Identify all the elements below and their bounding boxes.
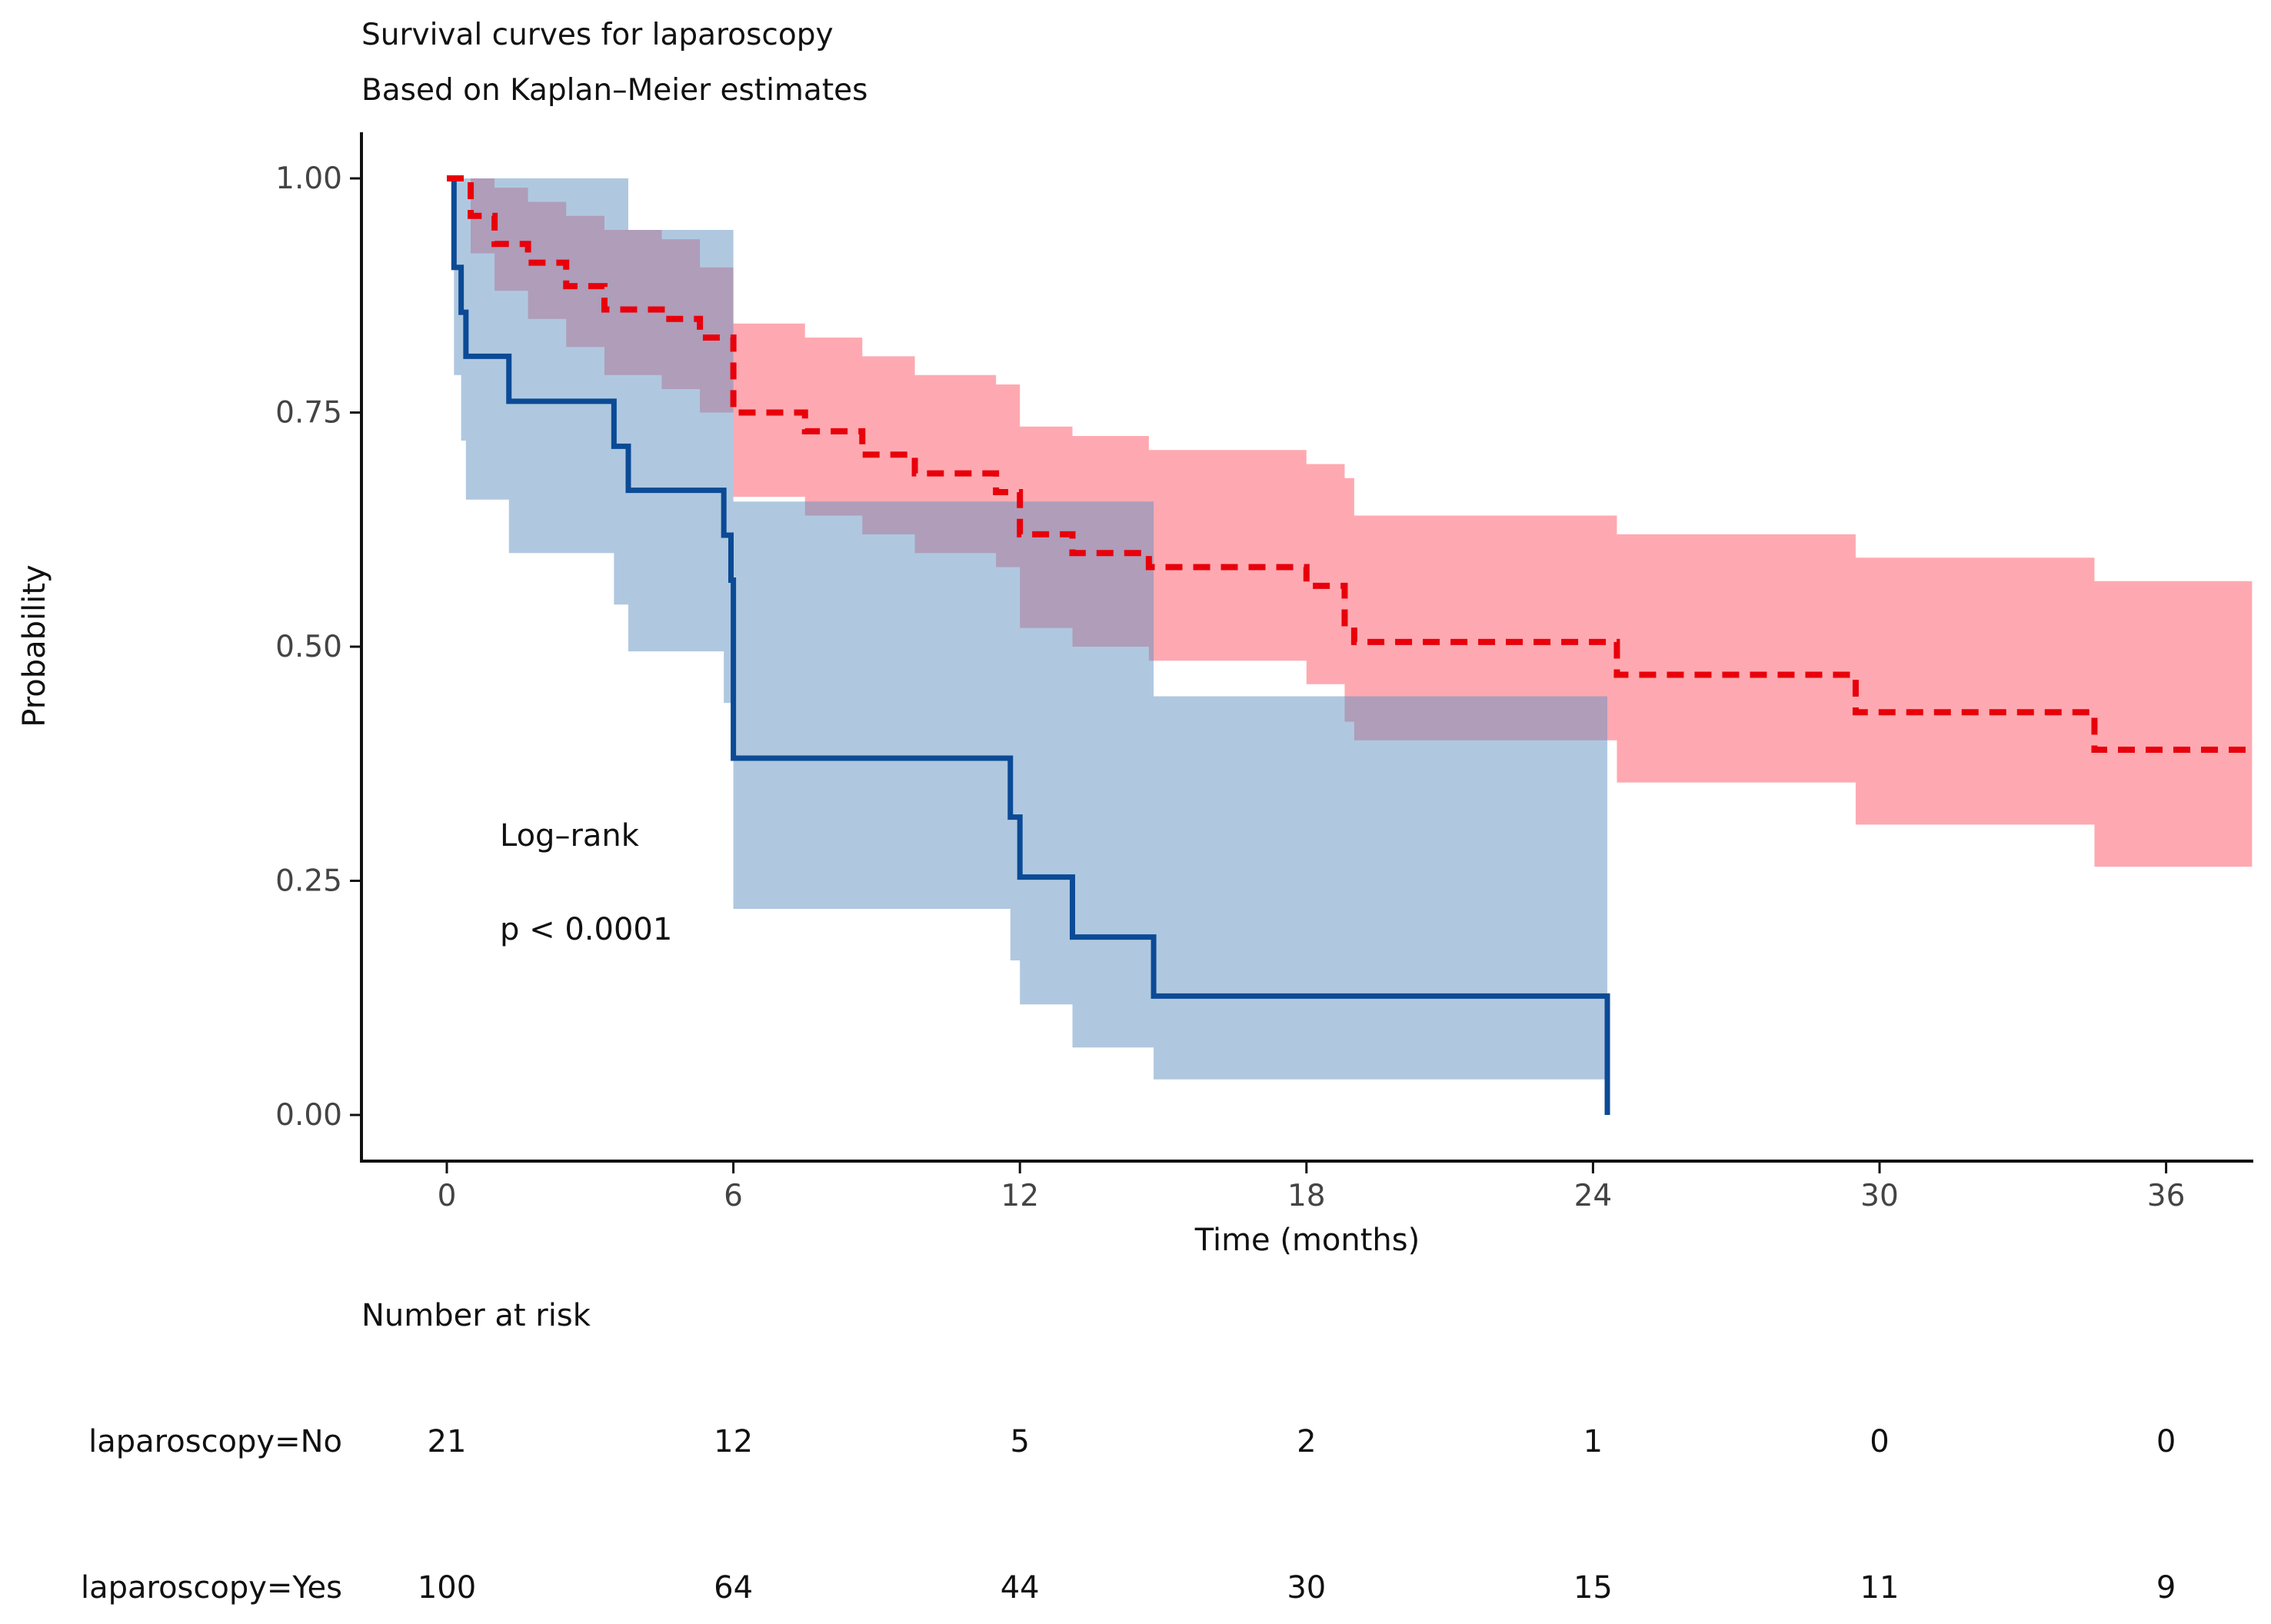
ci-band-laparoscopy-no — [447, 178, 1608, 1080]
risk-row-label: laparoscopy=No — [88, 1424, 342, 1459]
risk-cell: 9 — [2156, 1570, 2176, 1606]
x-axis-title: Time (months) — [1194, 1223, 1420, 1258]
x-tick-label: 30 — [1860, 1179, 1899, 1213]
x-axis-ticks: 0 6 12 18 24 30 36 — [438, 1161, 2186, 1213]
risk-cell: 21 — [428, 1424, 467, 1459]
risk-cell: 44 — [1001, 1570, 1040, 1606]
x-tick-label: 6 — [724, 1179, 743, 1213]
risk-cell: 12 — [714, 1424, 753, 1459]
y-tick-label: 0.50 — [275, 630, 342, 664]
ci-band-laparoscopy-yes — [447, 178, 2253, 867]
x-tick-label: 18 — [1287, 1179, 1326, 1213]
x-tick-label: 0 — [438, 1179, 457, 1213]
risk-cell: 100 — [418, 1570, 476, 1606]
risk-cell: 2 — [1297, 1424, 1316, 1459]
confidence-bands — [447, 178, 2253, 1080]
risk-table-title: Number at risk — [361, 1298, 591, 1333]
y-tick-label: 1.00 — [275, 161, 342, 196]
risk-cell: 30 — [1287, 1570, 1326, 1606]
survival-line-laparoscopy-no — [447, 175, 1610, 1115]
y-axis-title: Probability — [17, 564, 52, 727]
x-tick-label: 12 — [1001, 1179, 1039, 1213]
risk-cell: 5 — [1010, 1424, 1029, 1459]
p-value-label: p < 0.0001 — [500, 912, 672, 947]
y-axis-ticks: 0.00 0.25 0.50 0.75 1.00 — [275, 161, 361, 1133]
risk-cell: 1 — [1583, 1424, 1603, 1459]
risk-cell: 11 — [1860, 1570, 1900, 1606]
y-tick-label: 0.25 — [275, 864, 342, 899]
risk-cell: 15 — [1573, 1570, 1613, 1606]
log-rank-label: Log–rank — [500, 818, 640, 854]
y-tick-label: 0.75 — [275, 396, 342, 431]
survival-line-laparoscopy-yes — [447, 175, 2253, 753]
chart-subtitle: Based on Kaplan–Meier estimates — [361, 73, 867, 108]
chart-title: Survival curves for laparoscopy — [361, 18, 834, 52]
risk-row-label: laparoscopy=Yes — [81, 1570, 342, 1606]
risk-cell: 0 — [1870, 1424, 1889, 1459]
y-tick-label: 0.00 — [275, 1098, 342, 1133]
risk-cell: 64 — [714, 1570, 753, 1606]
survival-curves — [447, 175, 2253, 1115]
x-tick-label: 36 — [2147, 1179, 2186, 1213]
x-tick-label: 24 — [1574, 1179, 1613, 1213]
risk-cell: 0 — [2156, 1424, 2176, 1459]
